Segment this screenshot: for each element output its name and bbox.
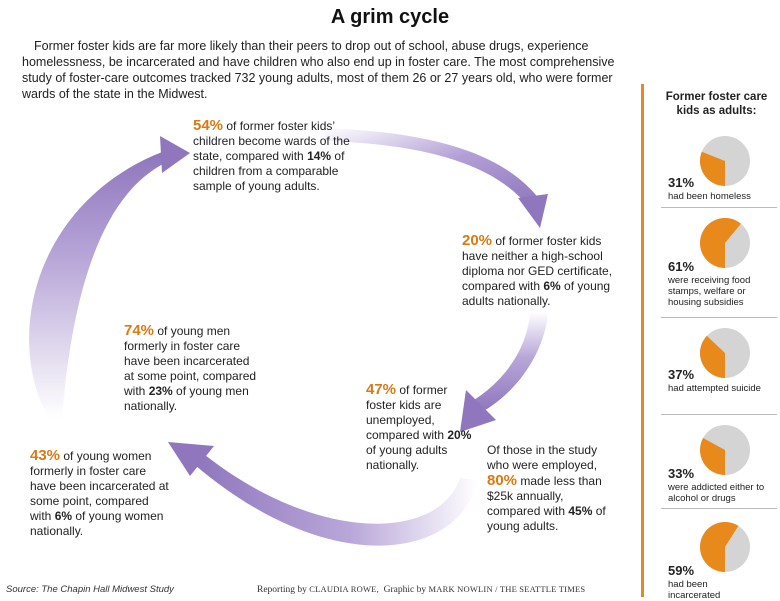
outcome-label: were addicted either to alcohol or drugs: [668, 482, 765, 504]
stat-text: of former foster kids have neither a hig…: [462, 234, 613, 293]
stat-compare: 6%: [54, 509, 73, 523]
stat-compare: 6%: [543, 279, 561, 293]
credit-text: Reporting by: [257, 585, 310, 595]
arrow-left: [29, 152, 165, 418]
arrow-right: [474, 312, 548, 412]
stat-text: of young women nationally.: [30, 509, 164, 538]
credit-text: Graphic by: [383, 585, 429, 595]
stat-text: of young adults nationally.: [366, 443, 448, 472]
outcome-pct: 31%: [668, 175, 695, 190]
arrowhead-top: [518, 194, 548, 228]
outcome-label: had been homeless: [668, 191, 751, 202]
outcome-label: had attempted suicide: [668, 383, 761, 394]
stat-value: 43%: [30, 447, 61, 464]
pie-slice: [700, 151, 725, 186]
outcome-label: had been incarcerated: [668, 579, 721, 601]
stat-value: 20%: [462, 232, 493, 249]
stat-value: 80%: [487, 472, 518, 489]
graphic-title: A grim cycle: [330, 6, 450, 28]
reporter-name: Claudia Rowe,: [309, 584, 379, 594]
divider: [661, 414, 777, 415]
arrowhead-right: [460, 390, 496, 432]
artist-name: Mark Nowlin / The Seattle Times: [428, 584, 586, 594]
divider: [661, 207, 777, 208]
pie-slice: [700, 522, 739, 572]
pie-chart: [700, 328, 750, 378]
stat-text: of young adults.: [487, 504, 606, 533]
stat-text: of children from a comparable sample of …: [193, 149, 345, 193]
stat-compare: 20%: [447, 428, 472, 442]
stat-text: made less than $25k annually, compared w…: [487, 474, 602, 518]
stat-low-income: Of those in the study who were employed,…: [487, 443, 615, 534]
intro-text: Former foster kids are far more likely t…: [22, 39, 615, 101]
stat-compare: 23%: [148, 384, 173, 398]
pie-chart: [700, 218, 750, 268]
stat-no-diploma: 20% of former foster kids have neither a…: [462, 233, 627, 309]
arrowhead-left: [160, 136, 190, 173]
stat-women-incarcerated: 43% of young women formerly in foster ca…: [30, 448, 172, 539]
outcome-pct: 37%: [668, 367, 695, 382]
stat-value: 74%: [124, 322, 155, 339]
stat-text: of young men formerly in foster care hav…: [124, 324, 257, 398]
stat-children-wards: 54% of former foster kids’ children beco…: [193, 118, 353, 194]
credit-line: Reporting by Claudia Rowe, Graphic by Ma…: [257, 584, 585, 595]
sidebar-outcomes: Former foster care kids as adults: 31% h…: [641, 84, 780, 601]
stat-text: of young men nationally.: [124, 384, 249, 413]
stat-unemployed: 47% of former foster kids are unemployed…: [366, 382, 478, 473]
outcome-pct: 61%: [668, 259, 695, 274]
stat-text: Of those in the study who were employed,: [487, 443, 598, 472]
pie-slice: [700, 335, 725, 378]
stat-compare: 14%: [307, 149, 332, 163]
arrow-top: [325, 128, 540, 206]
stat-text: of former foster kids’ children become w…: [193, 119, 350, 163]
arrowhead-bottom: [168, 442, 214, 476]
stat-text: of former foster kids are unemployed, co…: [366, 383, 448, 442]
outcome-label: were receiving food stamps, welfare or h…: [668, 275, 751, 308]
divider: [661, 317, 777, 318]
pie-chart: [700, 425, 750, 475]
stat-value: 47%: [366, 381, 397, 398]
sidebar-heading: Former foster care kids as adults:: [665, 91, 768, 117]
stat-compare: 45%: [568, 504, 593, 518]
stat-text: of young women formerly in foster care h…: [30, 449, 169, 523]
outcome-pct: 59%: [668, 563, 695, 578]
pie-chart: [700, 522, 750, 572]
divider: [661, 508, 777, 509]
stat-value: 54%: [193, 117, 224, 134]
sidebar-rule: [641, 84, 644, 597]
outcome-pct: 33%: [668, 466, 695, 481]
arrow-bottom: [195, 455, 478, 546]
stat-men-incarcerated: 74% of young men formerly in foster care…: [124, 323, 262, 414]
pie-slice: [700, 218, 741, 268]
stat-text: of young adults nationally.: [462, 279, 611, 308]
pie-slice: [700, 437, 725, 475]
pie-chart: [700, 136, 750, 186]
source-note: Source: The Chapin Hall Midwest Study: [6, 584, 174, 595]
